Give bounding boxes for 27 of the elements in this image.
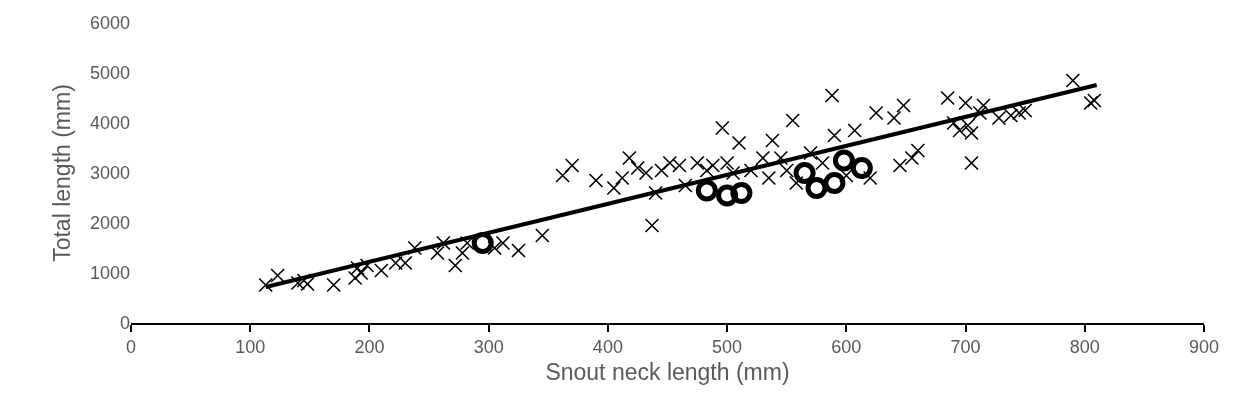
y-tick-label: 2000 [89, 213, 130, 234]
point [832, 149, 855, 172]
x-tick-label: 500 [712, 337, 743, 358]
point [805, 177, 828, 199]
x-tick-label: 100 [235, 337, 266, 358]
y-tick-label: 4000 [89, 113, 130, 134]
y-tick-label: 3000 [89, 163, 130, 184]
point [793, 162, 816, 184]
x-tick-label: 900 [1188, 337, 1220, 358]
x-axis-title: Snout neck length (mm) [545, 359, 790, 386]
x-tick-label: 800 [1069, 337, 1100, 358]
point [730, 182, 753, 204]
point [695, 179, 718, 202]
x-tick-label: 400 [592, 337, 623, 358]
y-tick-label: 0 [119, 313, 130, 334]
y-tick-label: 5000 [89, 63, 130, 84]
x-tick-label: 700 [950, 337, 981, 358]
point [716, 184, 739, 207]
point [471, 232, 494, 254]
x-tick-label: 600 [831, 337, 862, 358]
point [850, 157, 873, 179]
y-axis-title: Total length (mm) [49, 84, 76, 262]
x-tick-label: 300 [473, 337, 504, 358]
point [823, 172, 846, 194]
y-tick-label: 6000 [89, 13, 130, 34]
x-tick-label: 200 [354, 337, 385, 358]
y-tick-label: 1000 [89, 263, 130, 284]
